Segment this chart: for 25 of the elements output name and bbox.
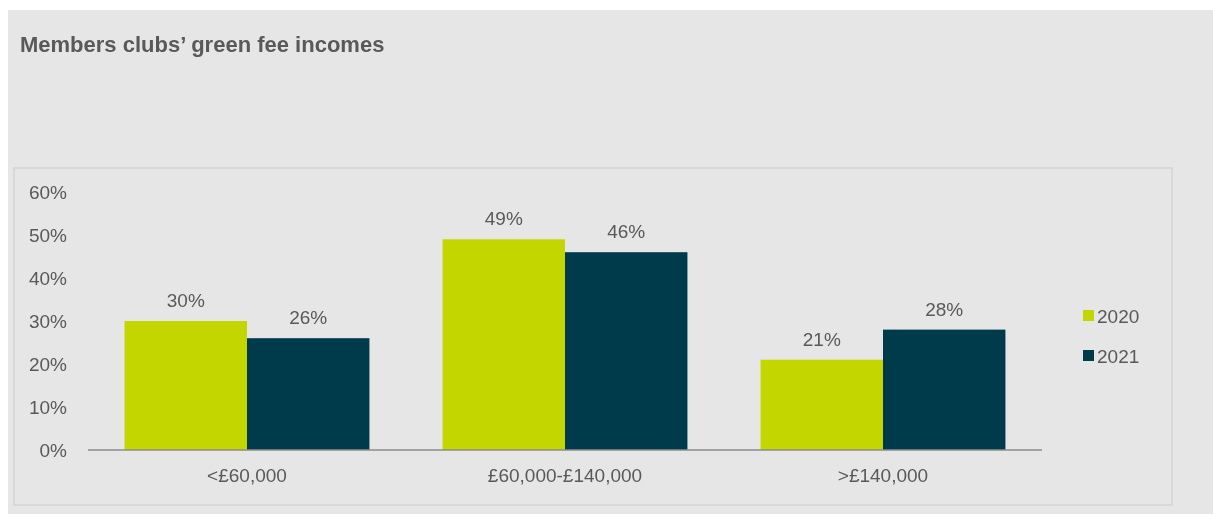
y-tick-label: 40% [28, 267, 68, 289]
data-label: 30% [166, 290, 205, 311]
bar [247, 338, 370, 450]
y-tick-label: 0% [39, 439, 68, 461]
bar [760, 359, 883, 450]
data-label: 28% [925, 298, 964, 320]
y-tick-label: 60% [28, 181, 68, 203]
bar [883, 329, 1006, 450]
y-tick-label: 20% [28, 353, 68, 375]
data-label: 26% [289, 307, 328, 329]
data-label: 21% [802, 328, 841, 350]
y-tick-label: 50% [28, 224, 68, 246]
x-tick-label: <£60,000 [207, 465, 287, 486]
bar [124, 321, 247, 450]
bar [565, 252, 688, 450]
chart-title: Members clubs’ green fee incomes [20, 32, 385, 57]
x-tick-label: >£140,000 [837, 465, 929, 486]
y-tick-label: 10% [28, 396, 68, 418]
data-label: 46% [607, 221, 646, 243]
data-label: 49% [484, 208, 523, 230]
x-tick-label: £60,000-£140,000 [487, 465, 643, 486]
y-tick-label: 30% [28, 310, 68, 332]
bar [442, 239, 565, 450]
legend-label: 2020 [1097, 305, 1140, 327]
legend-label: 2021 [1097, 345, 1140, 367]
